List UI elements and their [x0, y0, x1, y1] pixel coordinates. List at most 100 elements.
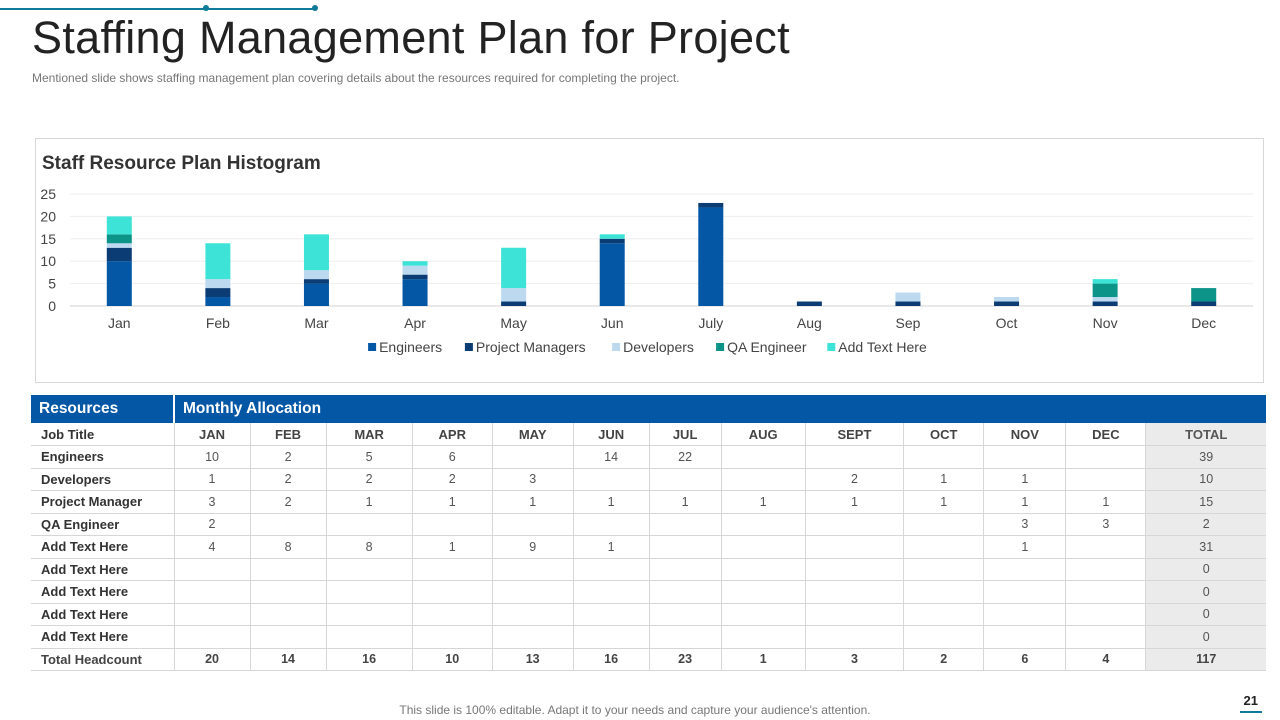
total-cell: 2 [1145, 513, 1266, 536]
total-cell: 0 [1145, 558, 1266, 581]
legend-swatch [464, 343, 473, 351]
table-cell: 1 [983, 535, 1067, 559]
table-cell [250, 603, 327, 626]
x-tick-label: Sep [895, 315, 920, 331]
y-tick-label: 15 [40, 231, 56, 247]
legend-label: Project Managers [476, 339, 586, 355]
table-cell [805, 603, 905, 626]
table-cell [983, 603, 1067, 626]
bar-segment [501, 247, 527, 289]
table-cell [492, 580, 574, 604]
bar-segment [501, 288, 527, 302]
monthly-allocation-header: Monthly Allocation [173, 395, 1266, 423]
table-cell: 1 [412, 490, 493, 514]
table-cell [721, 558, 806, 581]
row-label: Project Manager [31, 490, 175, 514]
table-cell: 2 [412, 468, 493, 491]
table-cell [805, 445, 905, 469]
table-cell [573, 603, 650, 626]
row-label: Add Text Here [31, 603, 175, 626]
table-cell: 3 [1065, 513, 1147, 536]
table-cell: 2 [250, 468, 327, 491]
table-cell [174, 558, 251, 581]
table-row: Engineers 10 2 5 6 14 22 39 [31, 445, 1266, 469]
table-cell: 1 [983, 490, 1067, 514]
table-cell [1065, 468, 1147, 491]
table-cell [1065, 603, 1147, 626]
bar-segment [303, 234, 329, 271]
table-cell [903, 535, 985, 559]
table-cell [326, 625, 413, 649]
decorative-line [0, 8, 316, 10]
bar-segment [1092, 301, 1118, 306]
row-label: Add Text Here [31, 558, 175, 581]
table-cell: 20 [174, 648, 251, 671]
total-cell: 15 [1145, 490, 1266, 514]
page-number: 21 [1239, 693, 1262, 713]
bar-segment [895, 301, 921, 306]
table-cell: 10 [174, 445, 251, 469]
table-header-band: Resources Monthly Allocation [31, 395, 1266, 423]
table-cell: 2 [250, 445, 327, 469]
row-label: Add Text Here [31, 535, 175, 559]
table-cell: 1 [174, 468, 251, 491]
x-tick-label: Oct [996, 315, 1018, 331]
table-cell [412, 513, 493, 536]
table-row: Add Text Here 0 [31, 625, 1266, 649]
histogram-chart: Staff Resource Plan Histogram 0 5 10 15 20 25… [35, 138, 1264, 383]
table-cell [174, 625, 251, 649]
table-cell: 1 [721, 648, 806, 671]
x-tick-label: May [500, 315, 526, 331]
bar-segment [402, 279, 428, 306]
table-cell [721, 535, 806, 559]
chart-plot: 0 5 10 15 20 25 Jan Feb Mar Apr May Jun July Aug Sep Oc… [40, 186, 1253, 355]
table-cell: 4 [174, 535, 251, 559]
table-cell [721, 580, 806, 604]
bar-segment [796, 301, 822, 306]
legend-label: Developers [623, 339, 694, 355]
x-tick-label: Mar [304, 315, 328, 331]
table-cell [492, 603, 574, 626]
table-cell: 3 [492, 468, 574, 491]
table-cell: 22 [649, 445, 722, 469]
table-cell [721, 468, 806, 491]
decorative-dot [312, 5, 318, 11]
table-cell: MAY [492, 423, 574, 446]
table-cell [983, 580, 1067, 604]
bar-segment [402, 274, 428, 280]
table-cell: 5 [326, 445, 413, 469]
table-cell [983, 625, 1067, 649]
table-cell [1065, 445, 1147, 469]
table-cell: 23 [649, 648, 722, 671]
legend-swatch [612, 343, 621, 351]
table-cell [573, 468, 650, 491]
table-cell [492, 513, 574, 536]
table-row: Add Text Here 4 8 8 1 9 1 1 31 [31, 535, 1266, 559]
table-cell: 1 [649, 490, 722, 514]
total-cell: 0 [1145, 625, 1266, 649]
column-header-row: Job Title JAN FEB MAR APR MAY JUN JUL AUG SEPT OCT… [31, 423, 1266, 446]
bar-segment [106, 261, 132, 306]
table-cell [721, 445, 806, 469]
table-cell: 6 [983, 648, 1067, 671]
table-cell: 4 [1065, 648, 1147, 671]
table-row: Project Manager 3 2 1 1 1 1 1 1 1 1 1 1 15 [31, 490, 1266, 514]
table-cell: 8 [326, 535, 413, 559]
table-cell: JUL [649, 423, 722, 446]
bar-segment [599, 243, 625, 306]
table-cell: 1 [805, 490, 905, 514]
chart-title: Staff Resource Plan Histogram [42, 153, 321, 174]
bar-segment [402, 265, 428, 275]
bar-segment [1191, 288, 1217, 302]
table-cell: 2 [250, 490, 327, 514]
table-cell: 1 [983, 468, 1067, 491]
table-cell [649, 625, 722, 649]
bar-segment [205, 288, 231, 298]
legend-swatch [716, 343, 725, 351]
table-cell [412, 625, 493, 649]
total-cell: 0 [1145, 580, 1266, 604]
row-label: Developers [31, 468, 175, 491]
table-cell [805, 625, 905, 649]
bar-segment [501, 301, 527, 306]
legend-label: Add Text Here [838, 339, 927, 355]
